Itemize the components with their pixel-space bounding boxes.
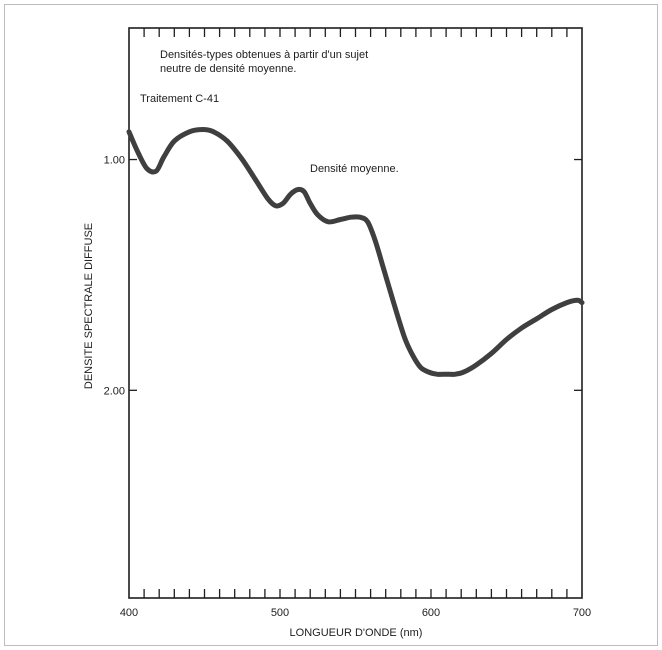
ticks-layer: 400 500 600 700 1.00 2.00 [104,28,591,619]
x-tick-label: 600 [422,607,440,619]
annotation-description-line2: neutre de densité moyenne. [160,63,296,75]
plot-border [128,27,583,599]
y-axis-label: DENSITE SPECTRALE DIFFUSE [83,223,95,389]
x-tick-label: 700 [573,607,591,619]
y-tick-label: 1.00 [104,155,125,167]
density-curve [126,127,585,377]
curve-label: Densité moyenne. [310,163,399,175]
x-tick-label: 400 [120,607,138,619]
annotation-description-line1: Densités-types obtenues à partir d'un su… [160,49,368,61]
x-axis-label: LONGUEUR D'ONDE (nm) [290,627,423,639]
chart-frame [4,4,658,646]
x-tick-label: 500 [271,607,289,619]
y-tick-label: 2.00 [104,385,125,397]
annotation-process: Traitement C-41 [140,93,219,105]
axes-layer [128,27,583,599]
